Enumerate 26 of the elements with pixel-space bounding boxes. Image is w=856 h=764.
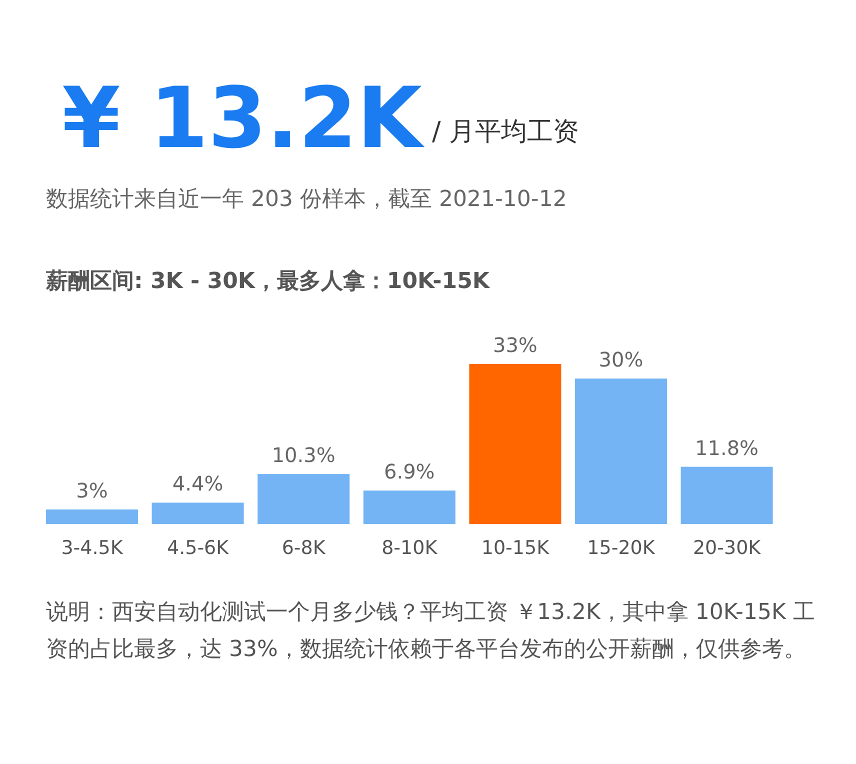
bar [46,509,138,524]
data-label: 11.8% [695,436,759,460]
bar [363,490,456,524]
x-tick-label: 20-30K [692,537,762,559]
data-label: 4.4% [172,472,224,496]
data-label: 33% [492,333,538,357]
x-tick-label: 15-20K [587,537,656,559]
x-tick-label: 10-15K [481,537,550,559]
bar [152,502,244,524]
data-label: 6.9% [384,460,435,484]
bar [258,474,350,524]
text: 数据统计来自近一年 203 份样本，截至 2021-10-12 [46,186,567,214]
text: 说明：西安自动化测试一个月多少钱？平均工资 ￥13.2K，其中拿 10K-15K 工资的占比最多，达 33%，数据统计依赖于各平台发布的公开薪酬，仅供参考。 [46,599,816,664]
x-tick-label: 3-4.5K [61,537,124,559]
data-label: 10.3% [272,443,336,468]
x-tick-label: 4.5-6K [166,537,230,559]
bar [680,466,773,524]
bar [575,378,667,524]
x-tick-label: 8-10K [382,537,438,559]
text: 薪酬区间: 3K - 30K，最多人拿：10K-15K [46,268,490,296]
bar [469,364,562,524]
data-label: 30% [598,348,644,372]
data-label: 3% [76,478,108,502]
x-tick-label: 6-8K [282,537,326,559]
chart-subtitle: / 月平均工资 [432,116,580,148]
chart-title: ¥ 13.2K [62,69,422,167]
